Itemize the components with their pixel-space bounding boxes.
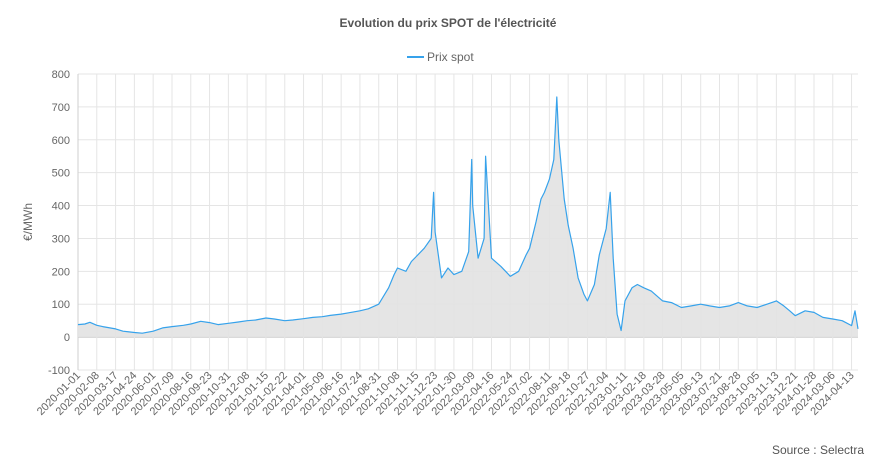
legend-label-prix-spot: Prix spot (427, 50, 474, 64)
chart-title: Evolution du prix SPOT de l'électricité (340, 16, 557, 30)
y-axis-ticks: -100 0 100 200 300 400 500 600 700 800 (48, 69, 70, 377)
series-area-prix-spot (78, 97, 858, 338)
series-layer (77, 96, 859, 338)
y-tick-label: 0 (64, 332, 70, 344)
y-tick-label: 700 (52, 102, 70, 114)
series-line-prix-spot (77, 96, 859, 334)
legend[interactable]: Prix spot (407, 50, 474, 64)
source-label: Source : Selectra (772, 443, 864, 457)
y-axis-label: €/MWh (21, 203, 35, 241)
x-axis-ticks: 2020-01-012020-02-082020-03-172020-04-24… (35, 370, 857, 418)
y-tick-label: 500 (52, 168, 70, 180)
y-tick-label: 800 (52, 69, 70, 81)
y-tick-label: 400 (52, 201, 70, 213)
y-tick-label: 300 (52, 233, 70, 245)
y-tick-label: 100 (52, 299, 70, 311)
y-tick-label: -100 (48, 365, 70, 377)
y-tick-label: 200 (52, 266, 70, 278)
y-tick-label: 600 (52, 135, 70, 147)
